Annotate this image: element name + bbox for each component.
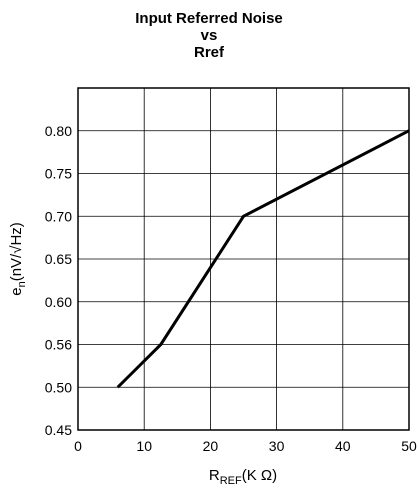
y-tick-label: 0.50 — [45, 379, 72, 395]
plot-frame — [77, 87, 410, 431]
x-tick-label: 20 — [203, 438, 219, 454]
y-axis-label: en(nV/√Hz) — [8, 222, 28, 296]
chart-title-line-1: Input Referred Noise — [135, 10, 283, 27]
x-tick-label: 50 — [401, 438, 417, 454]
y-tick-label: 0.60 — [45, 294, 72, 310]
y-tick-label: 0.45 — [45, 422, 72, 438]
y-tick-label: 0.75 — [45, 166, 72, 182]
x-tick-label: 10 — [136, 438, 152, 454]
chart-title-line-2: vs — [201, 27, 218, 44]
y-tick-label: 0.70 — [45, 208, 72, 224]
x-tick-label: 30 — [269, 438, 285, 454]
chart-title-line-3: Rref — [194, 44, 225, 61]
y-tick-label: 0.56 — [45, 337, 72, 353]
y-tick-label: 0.80 — [45, 123, 72, 139]
x-tick-label: 40 — [335, 438, 351, 454]
x-tick-label: 0 — [74, 438, 82, 454]
tick-labels: 0 10 20 30 40 50 0.45 0.50 0.56 0.60 0.65 0.70 0.75 0… — [45, 123, 417, 454]
x-axis-label: RREF(K Ω) — [209, 467, 277, 487]
y-tick-label: 0.65 — [45, 251, 72, 267]
series-line — [116, 129, 410, 389]
